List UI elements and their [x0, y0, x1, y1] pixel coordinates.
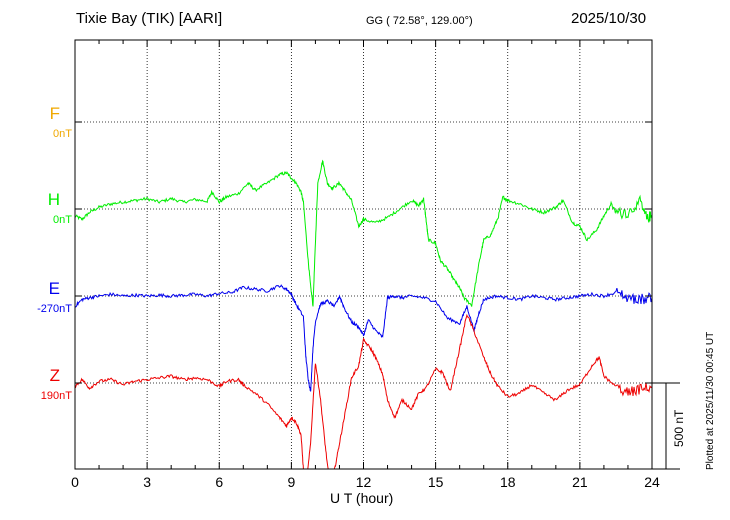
- series-line-z: [74, 313, 653, 470]
- x-tick-label: 3: [143, 474, 151, 490]
- series-label-f: F: [49, 104, 60, 123]
- date: 2025/10/30: [571, 10, 647, 27]
- series-offset-h: 0nT: [53, 214, 72, 226]
- plot-frame: [74, 39, 653, 470]
- series-line-e: [74, 284, 653, 392]
- scale-bar-label: 500 nT: [672, 409, 686, 447]
- plotted-timestamp: Plotted at 2025/11/30 00:45 UT: [705, 331, 716, 470]
- x-ticks: 0 3 6 9 12 15 18 21 24: [71, 40, 660, 490]
- series-line-h: [74, 159, 653, 307]
- series-label-h: H: [47, 190, 60, 209]
- scale-bar: [652, 382, 680, 470]
- coordinates: GG ( 72.58°, 129.00°): [366, 15, 473, 27]
- x-tick-label: 18: [500, 474, 516, 490]
- station-title: Tixie Bay (TIK) [AARI]: [76, 10, 223, 27]
- x-axis-label: U T (hour): [330, 490, 394, 506]
- x-tick-label: 6: [215, 474, 223, 490]
- series-label-e: E: [48, 279, 60, 298]
- series-offset-f: 0nT: [53, 128, 72, 140]
- x-tick-label: 12: [356, 474, 372, 490]
- grid: [75, 40, 652, 469]
- x-tick-label: 0: [71, 474, 79, 490]
- series-offset-z: 190nT: [40, 390, 72, 402]
- x-tick-label: 15: [428, 474, 444, 490]
- series-label-z: Z: [49, 366, 60, 385]
- series-offset-e: -270nT: [37, 303, 72, 315]
- traces: [74, 159, 653, 470]
- x-tick-label: 24: [644, 474, 660, 490]
- x-tick-label: 21: [572, 474, 588, 490]
- x-tick-label: 9: [287, 474, 295, 490]
